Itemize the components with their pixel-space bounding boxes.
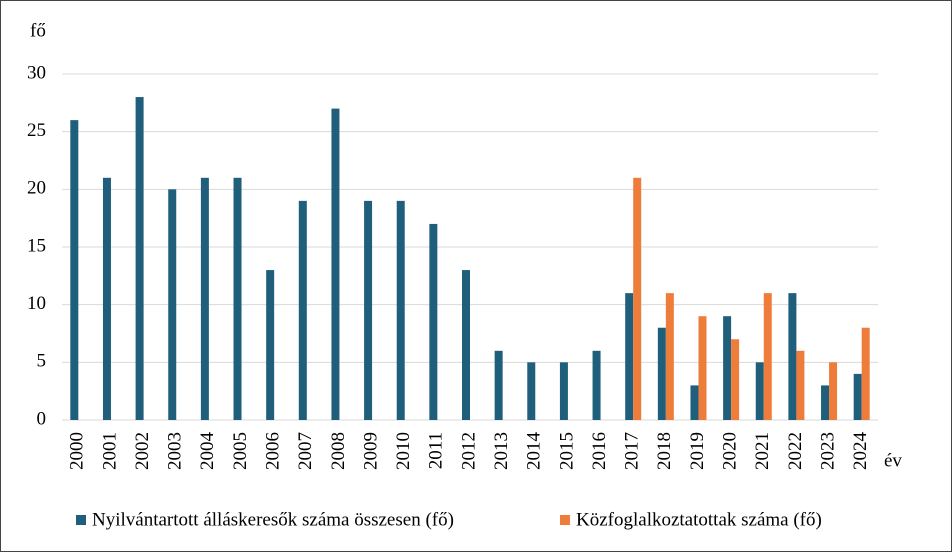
- bar: [266, 270, 275, 420]
- y-tick-label: 30: [27, 62, 46, 83]
- y-tick-label: 20: [27, 178, 46, 199]
- bar: [364, 200, 373, 420]
- legend-swatch: [560, 515, 570, 525]
- x-tick-label: 2002: [132, 432, 153, 470]
- x-tick-label: 2001: [99, 432, 120, 470]
- x-tick-label: 2013: [491, 432, 512, 470]
- bar: [755, 362, 764, 420]
- bar: [462, 270, 470, 420]
- x-tick-label: 2006: [263, 432, 284, 470]
- x-tick-label: 2009: [360, 432, 381, 470]
- x-tick-label: 2020: [719, 432, 740, 470]
- x-tick-label: 2000: [67, 432, 88, 470]
- y-tick-label: 0: [37, 408, 47, 429]
- bar: [853, 373, 862, 420]
- bar: [168, 189, 177, 420]
- bar: [429, 223, 438, 420]
- x-tick-label: 2021: [752, 432, 773, 470]
- x-tick-label: 2018: [654, 432, 675, 470]
- x-tick-label: 2015: [556, 432, 577, 470]
- y-tick-label: 5: [37, 351, 47, 372]
- y-tick-label: 10: [27, 293, 46, 314]
- bar: [625, 293, 634, 420]
- x-tick-label: 2023: [817, 432, 838, 470]
- bar: [763, 293, 772, 420]
- bar: [396, 200, 405, 420]
- bar: [233, 177, 242, 420]
- x-tick-label: 2004: [197, 432, 218, 471]
- x-tick-label: 2008: [328, 432, 349, 470]
- bar: [690, 385, 699, 420]
- x-tick-label: 2014: [524, 432, 545, 471]
- bar: [829, 362, 838, 420]
- bar: [821, 385, 830, 420]
- x-tick-label: 2022: [785, 432, 806, 470]
- bar: [796, 350, 805, 420]
- bar: [200, 177, 209, 420]
- bar: [70, 120, 79, 420]
- x-tick-label: 2005: [230, 432, 251, 470]
- x-tick-label: 2019: [687, 432, 708, 470]
- x-tick-label: 2016: [589, 432, 610, 470]
- bar: [559, 362, 568, 420]
- bar: [298, 200, 307, 420]
- x-tick-label: 2007: [295, 432, 316, 470]
- x-tick-label: 2011: [426, 432, 447, 469]
- x-axis-label: év: [884, 450, 902, 471]
- x-tick-label: 2012: [458, 432, 479, 470]
- bar: [665, 293, 674, 420]
- bar: [657, 327, 666, 420]
- bar: [102, 177, 111, 420]
- bar: [331, 108, 340, 420]
- bar: [788, 293, 797, 420]
- x-tick-label: 2003: [165, 432, 186, 470]
- bar: [135, 97, 144, 421]
- y-tick-label: 15: [27, 235, 46, 256]
- bar: [592, 350, 601, 420]
- bar: [494, 350, 503, 420]
- bar: [731, 339, 740, 420]
- x-tick-label: 2017: [622, 432, 643, 470]
- legend-label: Nyilvántartott álláskeresők száma összes…: [92, 509, 454, 530]
- bar: [527, 362, 536, 420]
- bar: [723, 316, 732, 420]
- legend-swatch: [76, 515, 86, 525]
- bar: [698, 316, 707, 420]
- x-tick-label: 2010: [393, 432, 414, 470]
- bar: [861, 327, 870, 420]
- x-tick-label: 2024: [850, 432, 871, 471]
- y-tick-label: 25: [27, 120, 46, 141]
- y-axis-label: fő: [30, 20, 46, 41]
- legend-label: Közfoglalkoztatottak száma (fő): [576, 509, 822, 530]
- bar: [633, 177, 642, 420]
